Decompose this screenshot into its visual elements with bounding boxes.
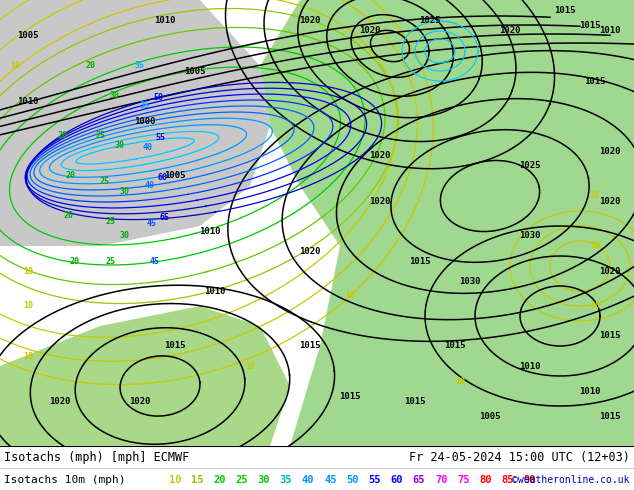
Text: 10: 10 <box>10 62 20 71</box>
Text: 35: 35 <box>280 475 292 485</box>
Text: 10: 10 <box>590 301 600 311</box>
Text: 1020: 1020 <box>499 26 521 35</box>
Text: 85: 85 <box>501 475 514 485</box>
Text: 1015: 1015 <box>444 342 466 350</box>
Text: 1005: 1005 <box>17 31 39 41</box>
Text: 25: 25 <box>105 256 115 266</box>
Text: 1005: 1005 <box>164 172 186 180</box>
Text: 35: 35 <box>135 62 145 71</box>
Text: 1020: 1020 <box>299 246 321 255</box>
Text: 1030: 1030 <box>519 231 541 241</box>
Text: 1020: 1020 <box>599 147 621 155</box>
Text: 30: 30 <box>120 187 130 196</box>
Text: 10: 10 <box>169 475 181 485</box>
Text: 50: 50 <box>153 94 163 102</box>
Text: 10: 10 <box>23 267 33 275</box>
Text: 20: 20 <box>57 131 67 141</box>
Text: 40: 40 <box>145 181 155 191</box>
Text: 1005: 1005 <box>479 412 501 420</box>
Polygon shape <box>260 0 634 446</box>
Text: 1015: 1015 <box>585 76 605 85</box>
Text: 25: 25 <box>105 217 115 225</box>
Text: 1015: 1015 <box>164 342 186 350</box>
Text: 20: 20 <box>213 475 226 485</box>
Text: 55: 55 <box>368 475 381 485</box>
Text: 20: 20 <box>65 172 75 180</box>
Text: 35: 35 <box>140 101 150 111</box>
Text: 1015: 1015 <box>579 22 601 30</box>
Text: 30: 30 <box>110 92 120 100</box>
Text: ©weatheronline.co.uk: ©weatheronline.co.uk <box>512 475 630 485</box>
Text: 1020: 1020 <box>599 267 621 275</box>
Text: 1015: 1015 <box>339 392 361 400</box>
Text: 40: 40 <box>143 144 153 152</box>
Text: 1010: 1010 <box>17 97 39 105</box>
Text: 1000: 1000 <box>134 117 156 125</box>
Text: 20: 20 <box>85 62 95 71</box>
Text: 45: 45 <box>147 220 157 228</box>
Text: 1015: 1015 <box>299 342 321 350</box>
Text: 70: 70 <box>435 475 448 485</box>
Text: 60: 60 <box>391 475 403 485</box>
Text: 45: 45 <box>150 256 160 266</box>
Polygon shape <box>0 306 290 446</box>
Text: 20: 20 <box>70 256 80 266</box>
Text: 1020: 1020 <box>129 396 151 406</box>
Text: 1005: 1005 <box>184 67 206 75</box>
Text: 1015: 1015 <box>404 396 426 406</box>
Text: 10: 10 <box>345 292 355 300</box>
Text: 1010: 1010 <box>199 226 221 236</box>
Text: 1020: 1020 <box>49 396 71 406</box>
Text: 55: 55 <box>155 133 165 143</box>
Text: 1015: 1015 <box>599 412 621 420</box>
Text: 20: 20 <box>590 192 600 200</box>
Polygon shape <box>0 0 270 246</box>
Text: 1010: 1010 <box>579 387 601 395</box>
Text: 30: 30 <box>257 475 270 485</box>
Text: 1015: 1015 <box>554 6 576 16</box>
Text: 1020: 1020 <box>299 17 321 25</box>
Text: 90: 90 <box>524 475 536 485</box>
Text: Isotachs 10m (mph): Isotachs 10m (mph) <box>4 475 126 485</box>
Text: 1010: 1010 <box>519 362 541 370</box>
Text: 40: 40 <box>302 475 314 485</box>
Text: 1010: 1010 <box>204 287 226 295</box>
Text: 25: 25 <box>95 131 105 141</box>
Text: 80: 80 <box>479 475 492 485</box>
Text: 1025: 1025 <box>419 17 441 25</box>
Text: 10: 10 <box>455 376 465 386</box>
Text: 1020: 1020 <box>359 26 381 35</box>
Text: 1020: 1020 <box>599 196 621 205</box>
Text: 65: 65 <box>413 475 425 485</box>
Text: 50: 50 <box>346 475 359 485</box>
Text: Fr 24-05-2024 15:00 UTC (12+03): Fr 24-05-2024 15:00 UTC (12+03) <box>409 450 630 464</box>
Text: 15: 15 <box>191 475 204 485</box>
Text: 65: 65 <box>160 214 170 222</box>
Text: 1010: 1010 <box>154 17 176 25</box>
Text: 30: 30 <box>120 231 130 241</box>
Text: 60: 60 <box>157 173 167 182</box>
Text: 10: 10 <box>23 351 33 361</box>
Text: 1015: 1015 <box>599 332 621 341</box>
Text: 10: 10 <box>590 242 600 250</box>
Text: 25: 25 <box>100 176 110 186</box>
Text: 75: 75 <box>457 475 470 485</box>
Text: 10: 10 <box>245 362 255 370</box>
Text: 20: 20 <box>63 212 73 220</box>
Text: 45: 45 <box>324 475 337 485</box>
Text: 1010: 1010 <box>599 26 621 35</box>
Text: 1020: 1020 <box>369 196 391 205</box>
Text: Isotachs (mph) [mph] ECMWF: Isotachs (mph) [mph] ECMWF <box>4 450 190 464</box>
Text: 1015: 1015 <box>410 256 430 266</box>
Text: 1030: 1030 <box>459 276 481 286</box>
Text: 1020: 1020 <box>369 151 391 161</box>
Text: 10: 10 <box>23 301 33 311</box>
Text: 30: 30 <box>115 142 125 150</box>
Text: 25: 25 <box>235 475 248 485</box>
Text: 1025: 1025 <box>519 162 541 171</box>
